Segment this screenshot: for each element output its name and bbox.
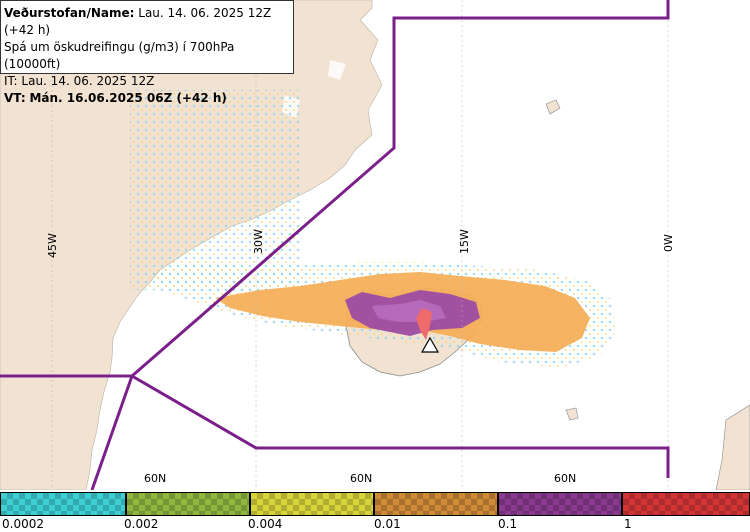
info-line-valid-time: VT: Mán. 16.06.2025 06Z (+42 h) <box>4 90 293 107</box>
legend-swatch-0 <box>0 492 126 516</box>
legend-swatch-3 <box>374 492 498 516</box>
legend-label: 0.0002 <box>2 517 44 531</box>
latitude-label: 60N <box>350 472 372 485</box>
island <box>545 99 561 115</box>
info-value: Lau. 14. 06. 2025 12Z (+42 h) <box>4 6 272 37</box>
latitude-label: 60N <box>554 472 576 485</box>
triangle-icon <box>420 336 440 353</box>
longitude-label: 0W <box>662 234 675 252</box>
norway-coast <box>715 404 750 490</box>
ash-dispersion-map: 45W 30W 15W 0W 60N 60N 60N <box>0 0 750 490</box>
info-label: VT: <box>4 91 26 105</box>
info-label: Veðurstofan/Name: <box>4 6 135 20</box>
legend-label: 0.01 <box>374 517 401 531</box>
legend-label: 0.002 <box>124 517 159 531</box>
longitude-label: 30W <box>252 229 265 254</box>
legend-swatch-2 <box>250 492 374 516</box>
longitude-label: 45W <box>46 233 59 258</box>
latitude-label: 60N <box>144 472 166 485</box>
island <box>565 407 579 421</box>
legend-swatch-1 <box>126 492 250 516</box>
concentration-legend: 0.0002 0.002 0.004 0.01 0.1 1 <box>0 490 750 532</box>
ash-plume-red <box>416 308 432 340</box>
legend-label: 1 <box>624 517 632 531</box>
info-line-model: Veðurstofan/Name: Lau. 14. 06. 2025 12Z … <box>4 5 293 39</box>
fjord-area <box>328 60 346 80</box>
info-line-product: Spá um öskudreifingu (g/m3) í 700hPa (10… <box>4 40 235 71</box>
forecast-info-box: Veðurstofan/Name: Lau. 14. 06. 2025 12Z … <box>0 0 294 105</box>
longitude-label: 15W <box>458 229 471 254</box>
legend-swatch-4 <box>498 492 622 516</box>
fir-boundary <box>0 0 670 490</box>
legend-label: 0.004 <box>248 517 283 531</box>
legend-label: 0.1 <box>498 517 518 531</box>
ash-low-area <box>130 90 300 290</box>
info-value: Mán. 16.06.2025 06Z (+42 h) <box>29 91 227 105</box>
legend-swatch-5 <box>622 492 750 516</box>
info-line-issue-time: IT: Lau. 14. 06. 2025 12Z <box>4 74 155 88</box>
